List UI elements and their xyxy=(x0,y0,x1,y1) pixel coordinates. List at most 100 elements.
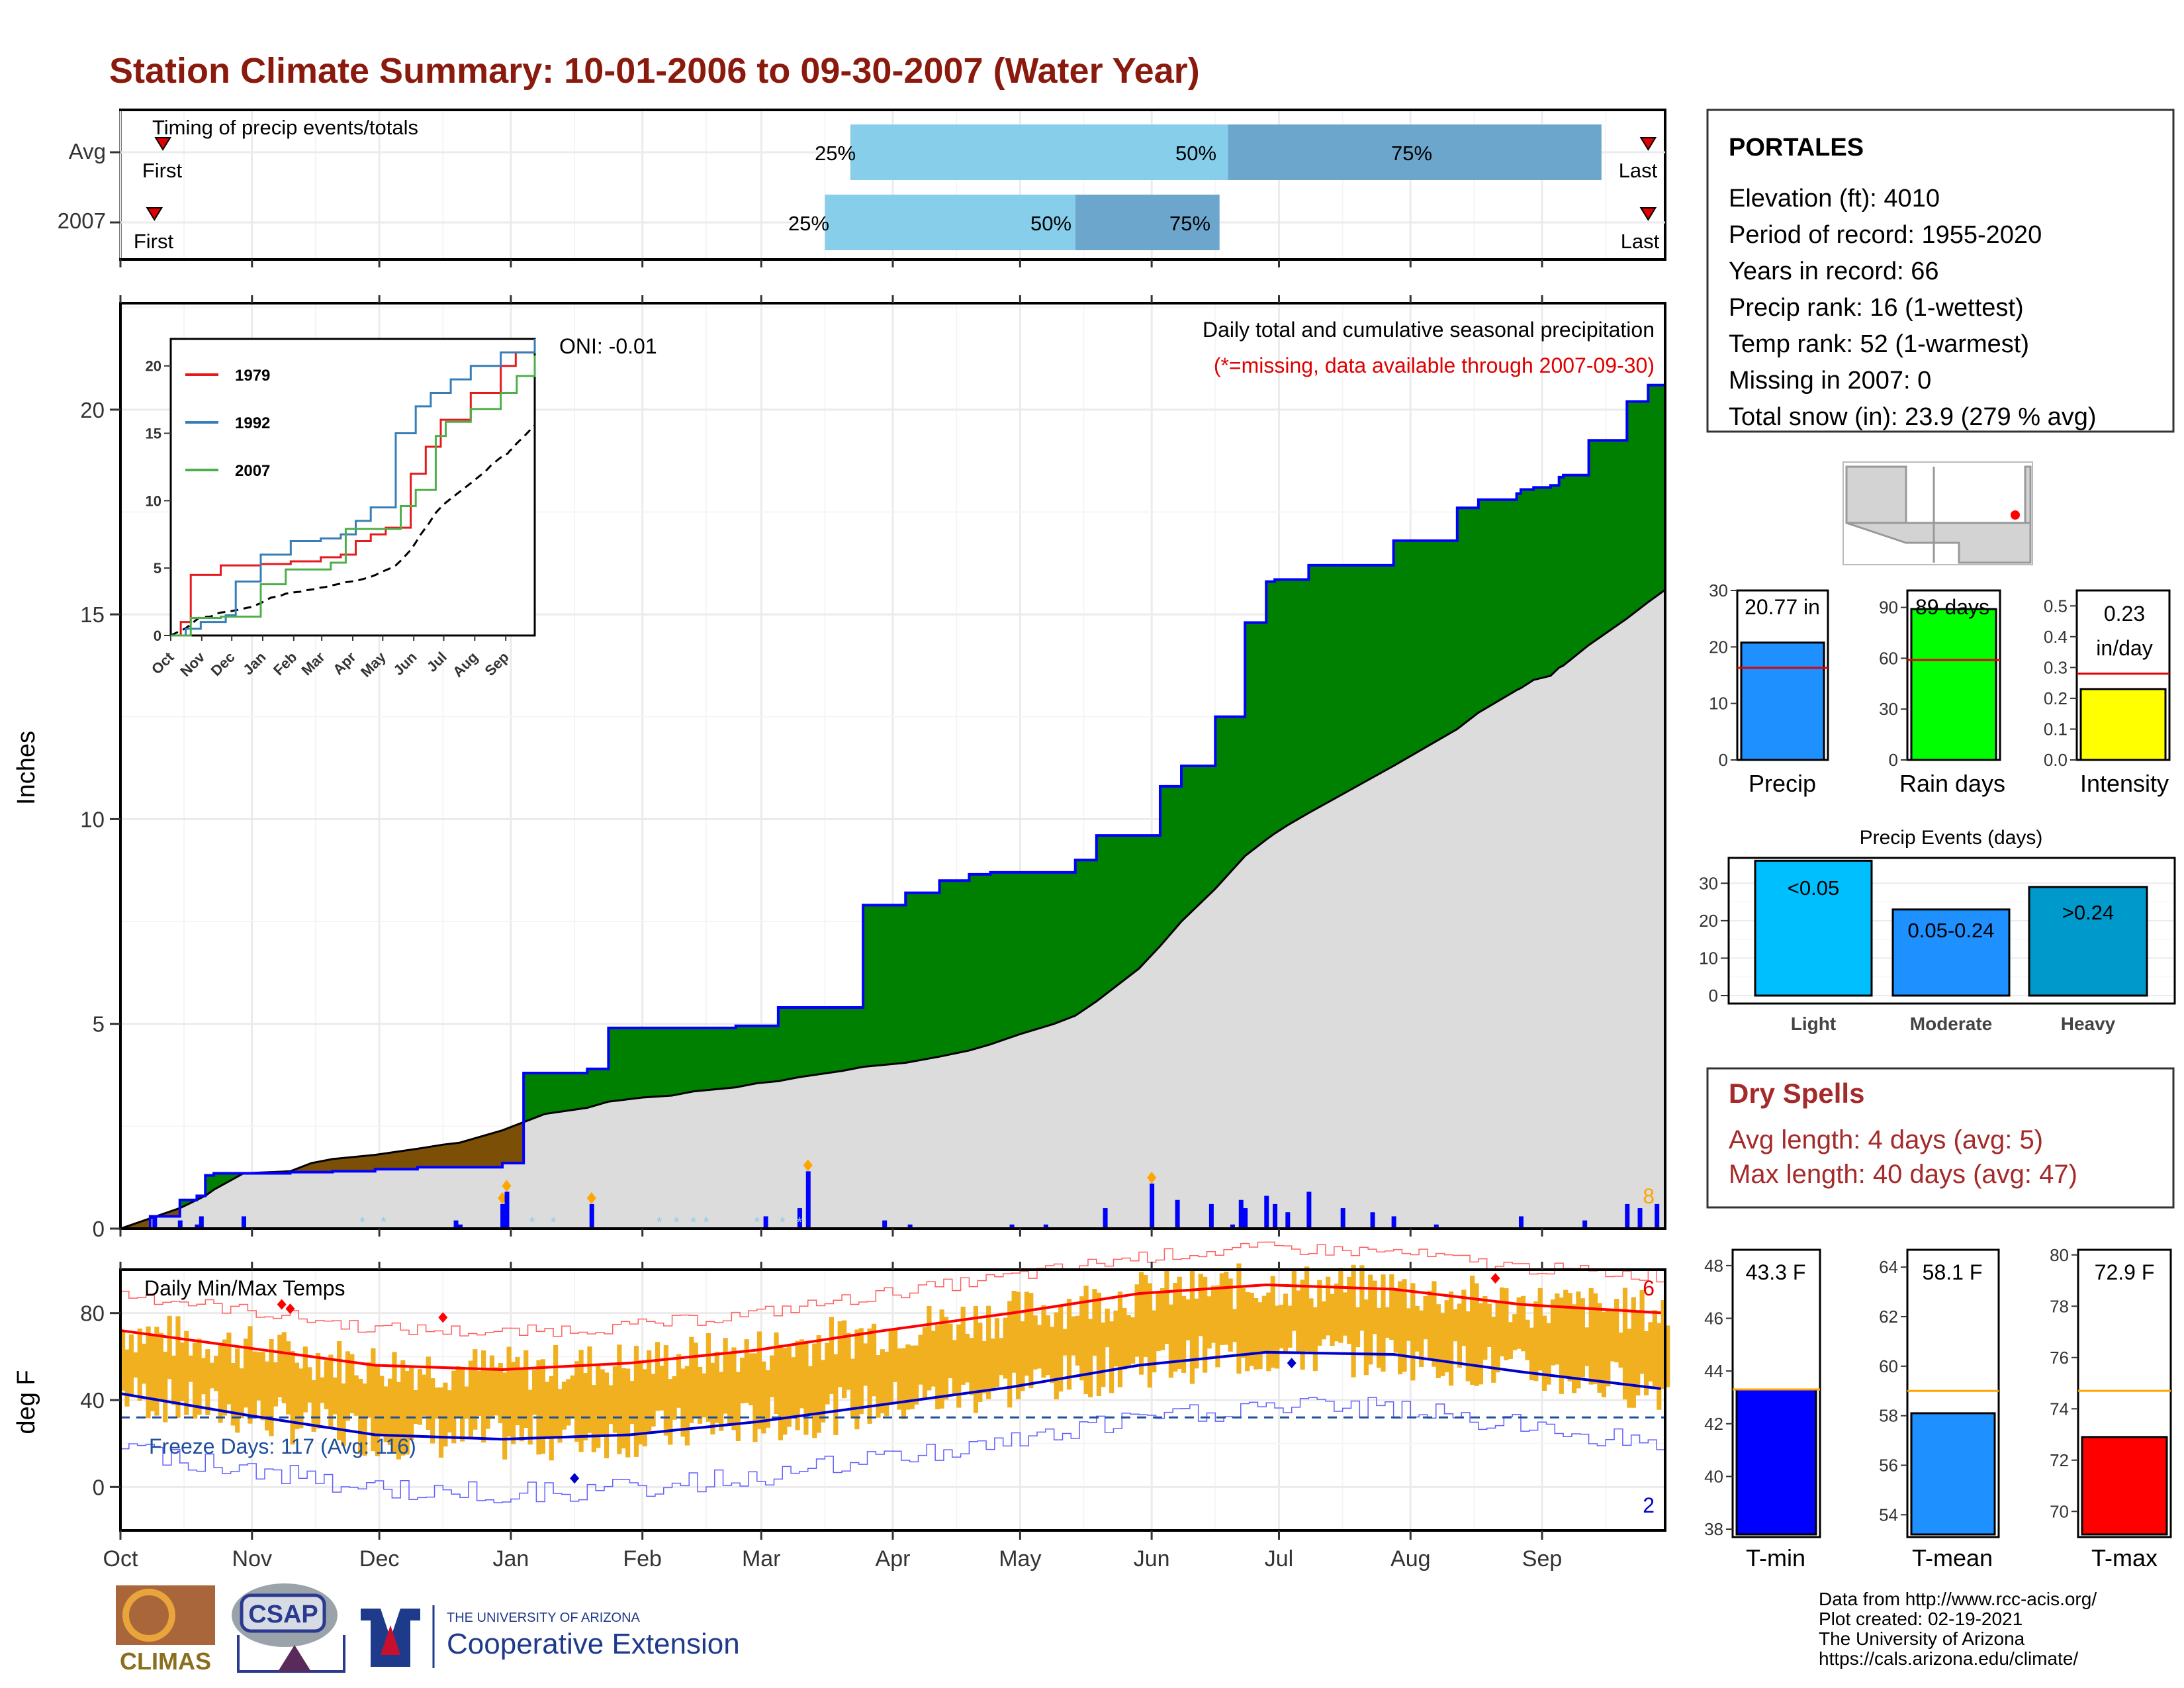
daily-temp-bar xyxy=(723,1338,728,1414)
daily-temp-bar xyxy=(371,1348,376,1452)
daily-temp-bar xyxy=(1643,1331,1649,1395)
daily-temp-bar xyxy=(1606,1310,1611,1387)
events-label-light: <0.05 xyxy=(1788,876,1839,900)
daily-temp-bar xyxy=(1453,1309,1458,1342)
annual-bar-precip xyxy=(1740,641,1825,761)
dry-spells-avg: Avg length: 4 days (avg: 5) xyxy=(1729,1125,2043,1154)
inset-line-1979 xyxy=(171,344,536,637)
daily-temp-bar xyxy=(226,1333,232,1405)
daily-temp-bar xyxy=(1317,1280,1322,1346)
daily-temp-bar xyxy=(770,1355,775,1397)
daily-temp-bar xyxy=(986,1305,991,1399)
daily-temp-bar xyxy=(294,1362,300,1430)
daily-temp-bar xyxy=(858,1328,864,1415)
daily-temp-bar xyxy=(1210,1286,1216,1343)
events-label-heavy: >0.24 xyxy=(2062,901,2114,924)
daily-temp-bar xyxy=(591,1385,596,1452)
daily-temp-bar xyxy=(1635,1313,1641,1396)
daily-temp-bar xyxy=(1504,1288,1509,1360)
annual-label-intensity: Intensity xyxy=(2080,770,2169,797)
daily-temp-bar xyxy=(939,1309,944,1409)
trace-snow-marker: * xyxy=(551,1214,557,1231)
annual-tick-label: 10 xyxy=(1709,694,1728,714)
daily-temp-bar xyxy=(1058,1305,1064,1392)
record-high-marker xyxy=(1490,1273,1500,1284)
y-tick-label: 5 xyxy=(93,1012,105,1037)
daily-temp-bar xyxy=(218,1345,223,1423)
daily-temp-bar xyxy=(1571,1304,1577,1393)
month-label-oct: Oct xyxy=(103,1546,138,1571)
month-label-mar: Mar xyxy=(742,1546,781,1571)
legend-1979: 1979 xyxy=(235,367,270,385)
footer-line-2: Plot created: 02-19-2021 xyxy=(1819,1609,2023,1629)
daily-temp-bar xyxy=(163,1352,168,1423)
daily-temp-bar xyxy=(413,1389,418,1424)
daily-temp-bar xyxy=(1482,1295,1488,1360)
daily-temp-bar xyxy=(320,1377,325,1403)
daily-temp-bar xyxy=(1066,1299,1072,1390)
timing-last-marker xyxy=(1639,137,1657,151)
daily-temp-bar xyxy=(1398,1281,1403,1375)
inset-y-label: 20 xyxy=(146,358,161,375)
daily-temp-bar xyxy=(1542,1315,1547,1391)
tbar-tick-label: 74 xyxy=(2050,1399,2069,1419)
daily-precip-bar xyxy=(1175,1199,1180,1229)
record-high-line xyxy=(120,1241,1666,1337)
daily-temp-bar xyxy=(1359,1265,1365,1331)
daily-temp-bar xyxy=(1351,1264,1356,1378)
daily-temp-bar xyxy=(960,1306,966,1385)
daily-temp-bar xyxy=(740,1357,745,1403)
daily-temp-bar xyxy=(863,1343,868,1386)
month-label-may: May xyxy=(999,1546,1041,1571)
daily-temp-bar xyxy=(1321,1301,1326,1340)
daily-temp-bar xyxy=(175,1316,181,1418)
daily-temp-bar xyxy=(137,1328,142,1401)
intensity-unit: in/day xyxy=(2096,636,2152,660)
daily-temp-bar xyxy=(324,1360,329,1409)
daily-temp-bar xyxy=(1101,1322,1106,1387)
daily-temp-bar xyxy=(1279,1304,1284,1348)
daily-precip-bar xyxy=(882,1220,887,1229)
daily-temp-bar xyxy=(1037,1325,1042,1369)
daily-temp-bar xyxy=(1657,1323,1662,1410)
ua-small-text: THE UNIVERSITY OF ARIZONA xyxy=(447,1611,641,1625)
daily-precip-bar xyxy=(241,1216,246,1229)
daily-temp-bar xyxy=(710,1362,715,1434)
daily-temp-bar xyxy=(604,1372,610,1458)
daily-temp-bar xyxy=(1516,1297,1522,1349)
daily-temp-bar xyxy=(281,1332,287,1403)
daily-temp-bar xyxy=(621,1368,626,1448)
temp-y-tick-label: 80 xyxy=(80,1301,105,1326)
page-title: Station Climate Summary: 10-01-2006 to 0… xyxy=(109,51,1200,91)
daily-temp-bar xyxy=(1648,1322,1653,1382)
trace-snow-marker: * xyxy=(754,1214,760,1231)
raindays-value: 89 days xyxy=(1915,595,1989,619)
daily-temp-bar xyxy=(1189,1268,1195,1384)
station-snow: Total snow (in): 23.9 (279 % avg) xyxy=(1729,403,2097,431)
daily-temp-bar xyxy=(994,1318,1000,1387)
daily-precip-bar xyxy=(177,1220,183,1229)
timing-row-2007-label: 2007 xyxy=(58,209,106,233)
daily-temp-bar xyxy=(672,1376,677,1420)
daily-temp-bar xyxy=(1020,1321,1025,1391)
daily-temp-bar xyxy=(842,1320,847,1399)
daily-temp-bar xyxy=(1444,1300,1449,1373)
daily-precip-bar xyxy=(1625,1203,1630,1229)
daily-temp-bar xyxy=(1363,1299,1369,1376)
month-label-jul: Jul xyxy=(1265,1546,1293,1571)
dry-spells-title: Dry Spells xyxy=(1729,1078,1864,1109)
daily-temp-bar xyxy=(1584,1327,1590,1366)
daily-temp-bar xyxy=(905,1344,911,1410)
daily-temp-bar xyxy=(1393,1290,1398,1353)
daily-temp-bar xyxy=(1338,1268,1343,1343)
y-tick-label: 0 xyxy=(93,1217,105,1241)
daily-temp-bar xyxy=(1486,1303,1492,1347)
daily-temp-bar xyxy=(426,1356,431,1430)
daily-temp-bar xyxy=(536,1360,541,1455)
university-logo: THE UNIVERSITY OF ARIZONA Cooperative Ex… xyxy=(361,1605,740,1668)
daily-temp-bar xyxy=(880,1349,885,1414)
daily-temp-bar xyxy=(922,1327,928,1399)
tbar-tick-label: 76 xyxy=(2050,1348,2069,1368)
daily-temp-bar xyxy=(582,1373,588,1440)
events-tick-label: 0 xyxy=(1709,986,1718,1006)
